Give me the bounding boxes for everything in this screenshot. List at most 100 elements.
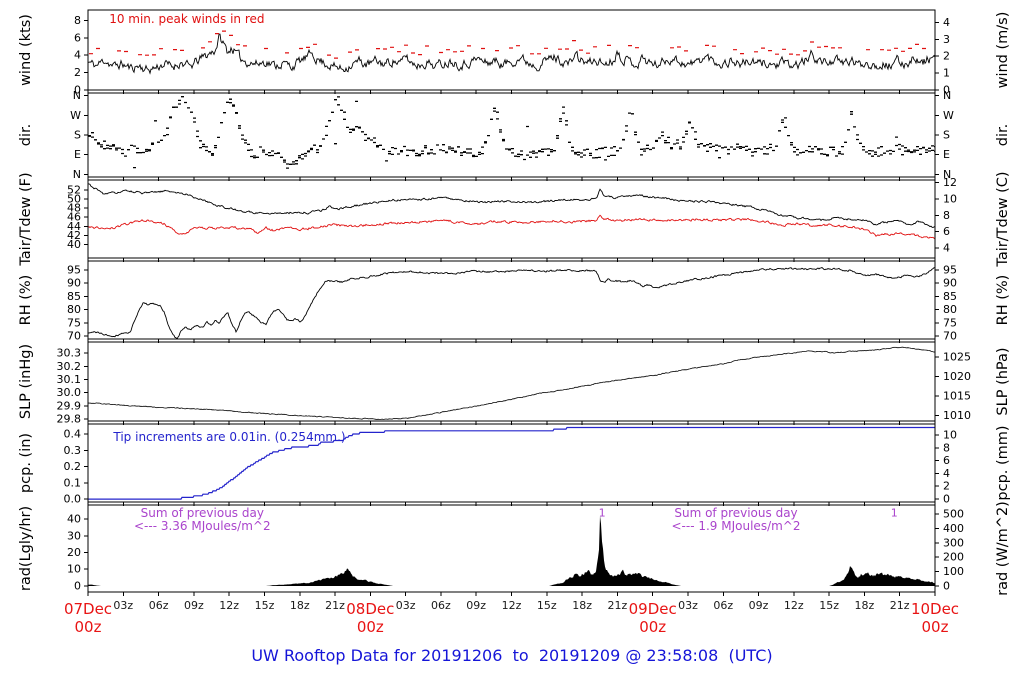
right-tick-label: 0 [943,493,950,506]
right-tick-label: 80 [943,303,957,316]
left-axis-title-rad: rad(Lgly/hr) [18,506,34,591]
left-tick-label: 30.1 [57,373,82,386]
right-tick-label: 400 [943,522,964,535]
left-tick-label: 4 [74,49,81,62]
x-minor-label: 09z [184,599,204,612]
left-axis-title-slp: SLP (inHg) [18,344,34,419]
left-tick-label: 0.2 [64,460,82,473]
left-tick-label: 0.4 [64,428,82,441]
series-tair [88,183,935,228]
left-tick-label: 46 [67,211,81,224]
x-minor-label: 15z [537,599,557,612]
left-tick-label: 42 [67,229,81,242]
right-tick-label: N [943,89,951,102]
left-ticks-rad [84,518,88,587]
right-tick-label: 6 [943,225,950,238]
right-tick-label: 200 [943,551,964,564]
x-minor-label: 12z [219,599,239,612]
x-minor-label: 21z [608,599,628,612]
right-axis-title-wind: wind (m/s) [995,12,1011,89]
right-tick-label: 3 [943,33,950,46]
series-tdew [88,214,935,240]
right-tick-label: 85 [943,290,957,303]
x-minor-label: 06z [713,599,733,612]
left-tick-label: S [74,129,81,142]
right-tick-label: 4 [943,467,950,480]
right-tick-label: 10 [943,429,957,442]
x-minor-label: 18z [290,599,310,612]
left-tick-label: 8 [74,14,81,27]
right-tick-label: 0 [943,84,950,97]
x-day-label: 07Dec [64,600,112,618]
left-axis-title-pcp: pcp. (in) [18,433,34,493]
left-ticks-temp [84,189,88,245]
right-tick-label: 1010 [943,409,971,422]
left-tick-label: 20 [67,546,81,559]
left-tick-label: 0 [74,84,81,97]
left-tick-label: 40 [67,513,81,526]
panel-slp: 29.829.930.030.130.230.3 SLP (inHg) 1010 10… [18,341,1011,426]
left-tick-label: 90 [67,277,81,290]
left-axis-title-wind: wind (kts) [18,14,34,86]
panel-border-slp [87,341,936,422]
left-tick-label: 2 [74,66,81,79]
left-tick-label: 0.1 [64,476,82,489]
left-tick-label: 95 [67,264,81,277]
x-axis-labels: 03z 06z 09z 12z 15z 18z 21z 03z 06z 09z 12z 15z 18z 2… [64,599,959,636]
x-day-label: 08Dec [346,600,394,618]
right-tick-label: 300 [943,536,964,549]
right-axis-title-pcp: pcp. (mm) [995,425,1011,500]
left-tick-label: 0.3 [64,444,82,457]
left-ticks-slp [84,352,88,420]
right-tick-label: E [943,148,950,161]
right-tick-label: 4 [943,242,950,255]
x-ticks-rh [87,339,936,343]
right-tick-label: 1020 [943,370,971,383]
left-tick-label: 52 [67,184,81,197]
x-day-sub-label: 00z [639,618,666,636]
left-tick-label: 48 [67,202,81,215]
left-tick-label: 0.0 [64,493,82,506]
right-tick-label: 95 [943,264,957,277]
right-tick-label: 0 [943,580,950,593]
left-tick-label: 0 [74,580,81,593]
right-axis-title-temp: Tair/Tdew (C) [995,171,1011,267]
series-precip-accum [88,426,935,500]
left-tick-label: 29.8 [57,413,82,426]
x-minor-label: 12z [502,599,522,612]
x-minor-label: 06z [431,599,451,612]
left-ticks-rh [84,269,88,337]
left-tick-label: 10 [67,563,81,576]
x-day-sub-label: 00z [75,618,102,636]
right-tick-label: 1025 [943,351,971,364]
series-relative-humidity [88,266,935,339]
right-tick-label: 6 [943,454,950,467]
annotation-wind-0: 10 min. peak winds in red [109,12,264,26]
left-tick-label: 30.2 [57,360,82,373]
right-ticks-temp [935,182,939,249]
left-tick-label: 75 [67,316,81,329]
right-axis-title-dir: dir. [995,124,1011,146]
x-minor-label: 09z [466,599,486,612]
annotation-rad-2: Sum of previous day [674,506,797,520]
annotation-pcp-0: Tip increments are 0.01in. (0.254mm.) [112,430,345,444]
x-minor-label: 18z [855,599,875,612]
left-tick-label: N [73,168,81,181]
annotation-rad-5: 1 [891,506,898,519]
left-tick-label: 50 [67,193,81,206]
left-tick-label: 85 [67,290,81,303]
x-minor-label: 03z [396,599,416,612]
right-tick-label: 10 [943,193,957,206]
x-minor-label: 21z [325,599,345,612]
x-ticks-temp [87,258,936,262]
x-ticks-slp [87,421,936,425]
left-tick-label: 80 [67,303,81,316]
x-minor-label: 06z [149,599,169,612]
x-minor-label: 15z [819,599,839,612]
x-minor-label: 09z [749,599,769,612]
left-tick-label: 30.0 [57,386,82,399]
right-tick-label: 90 [943,277,957,290]
right-tick-label: 100 [943,565,964,578]
